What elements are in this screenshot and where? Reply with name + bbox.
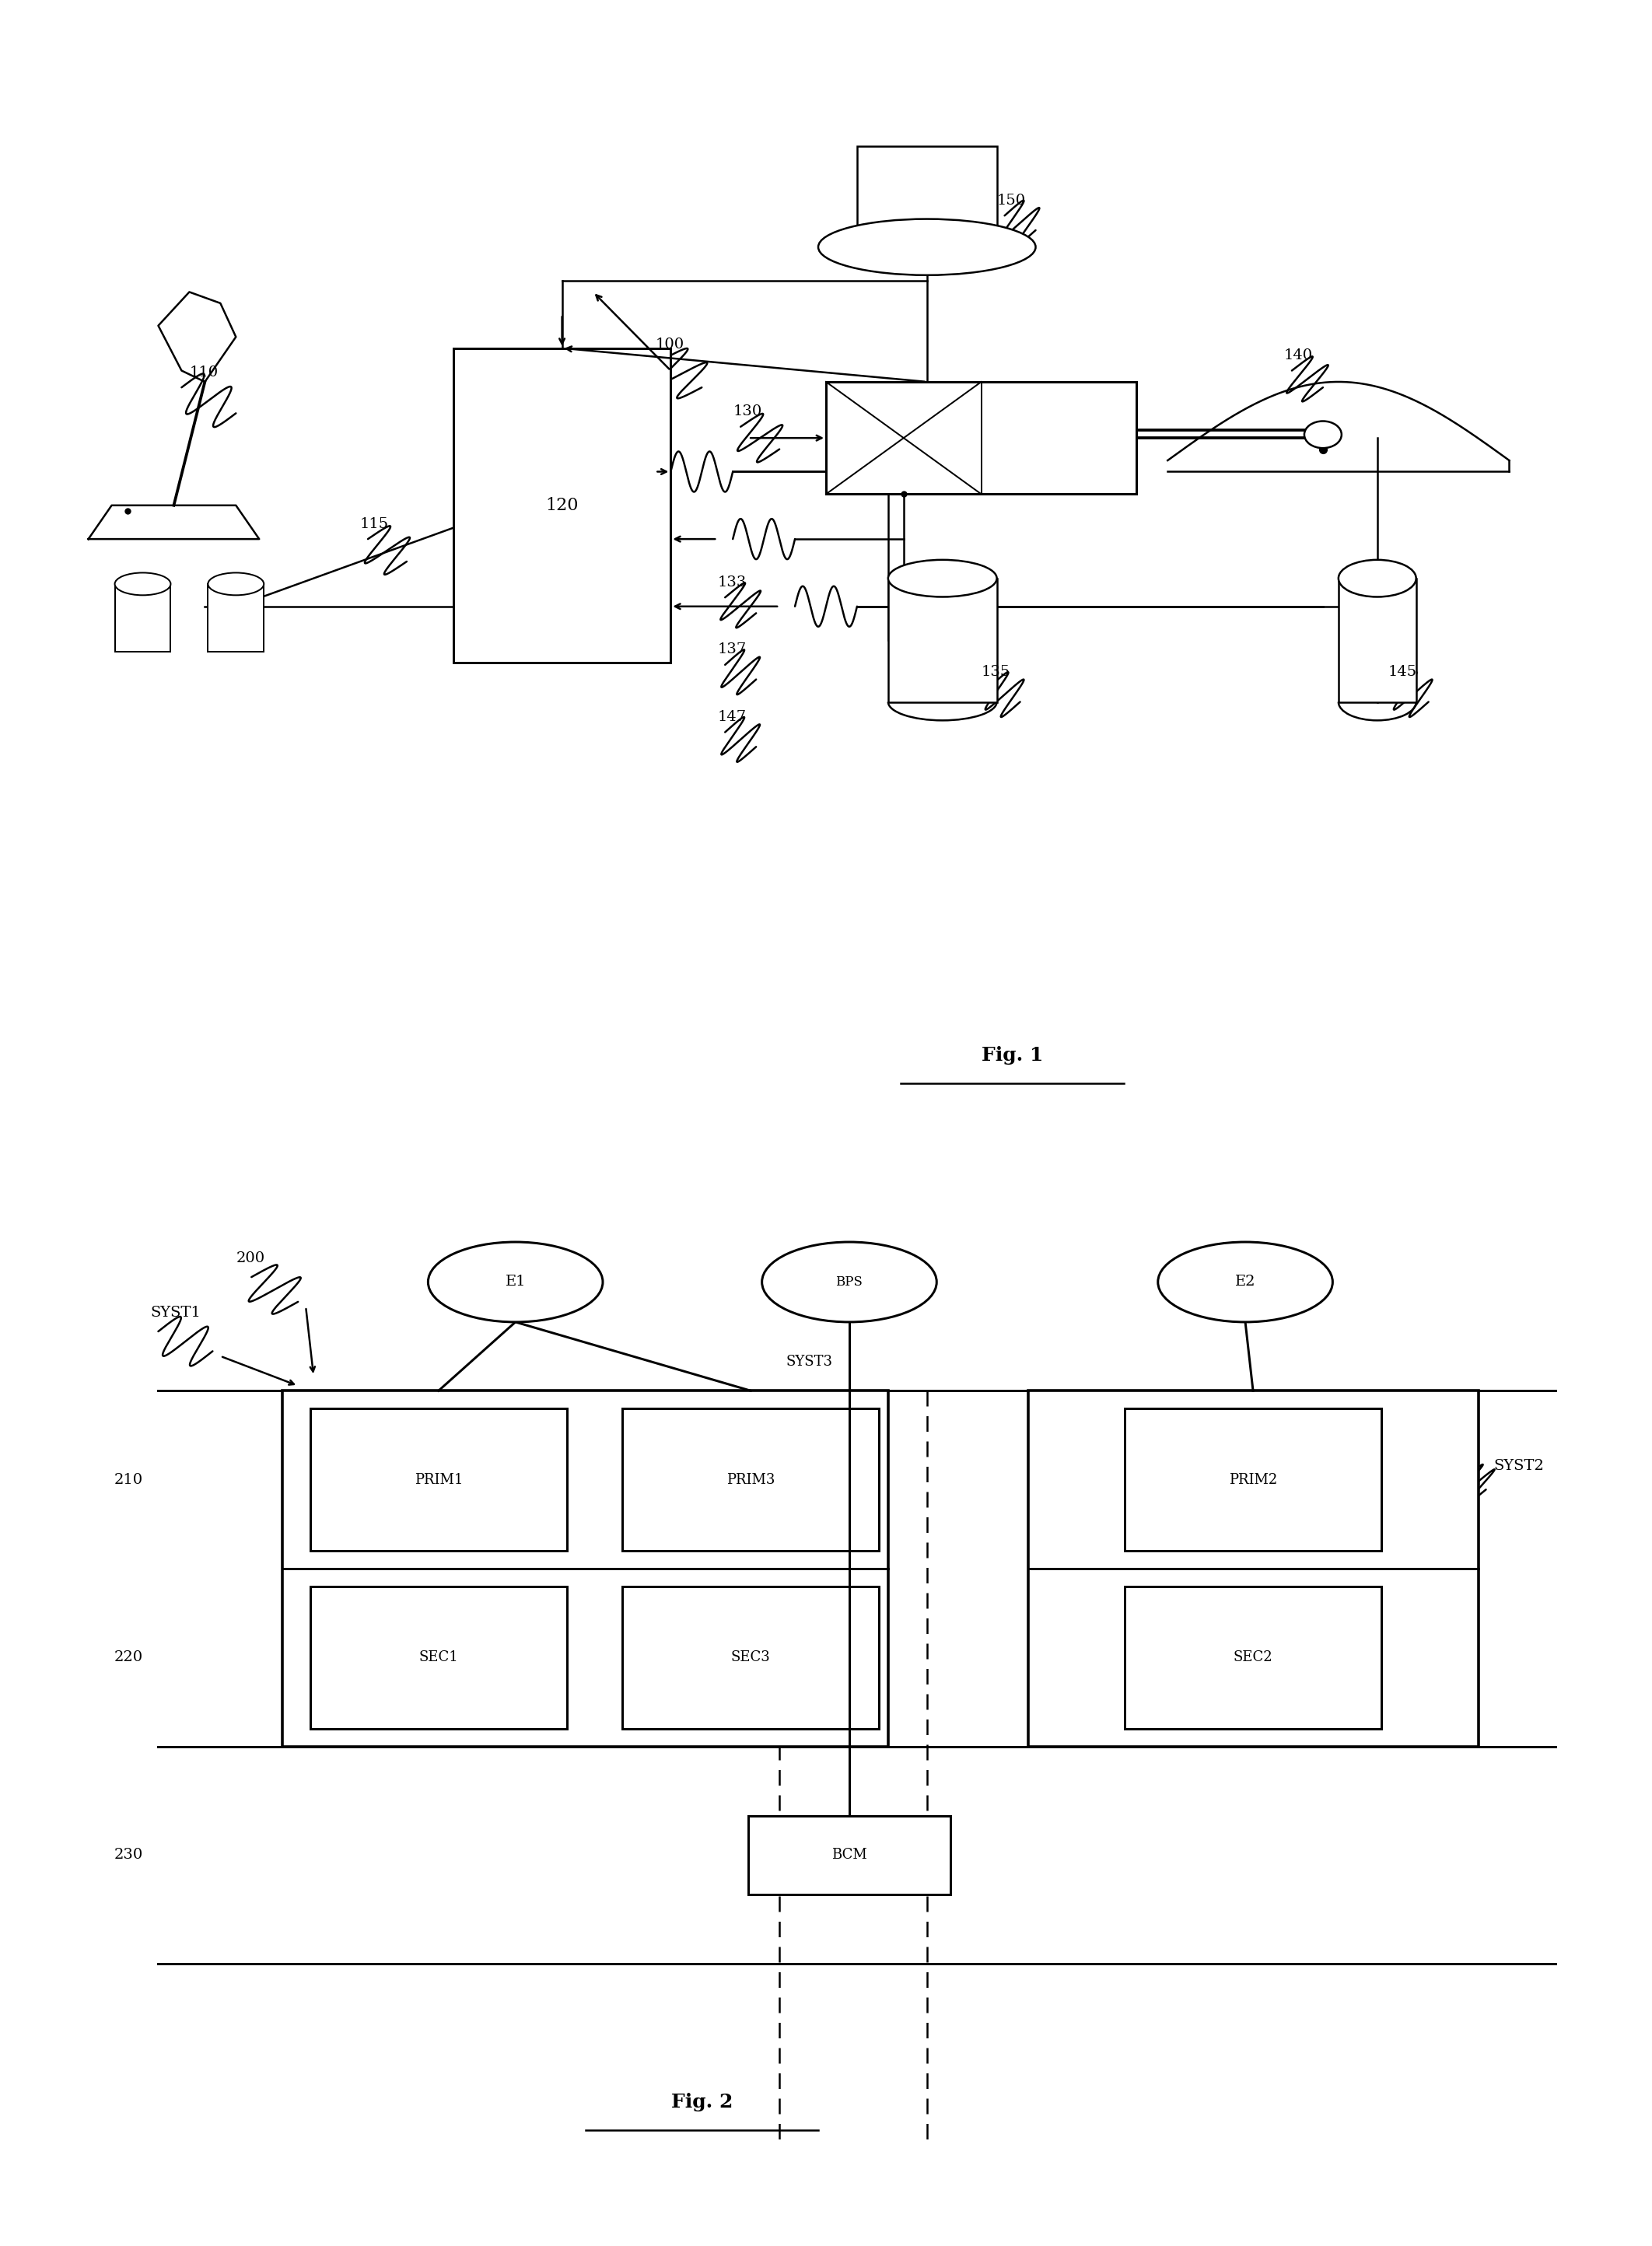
Text: 100: 100 — [656, 337, 684, 350]
Ellipse shape — [208, 573, 264, 595]
Ellipse shape — [762, 1242, 937, 1323]
Text: BCM: BCM — [831, 1848, 867, 1862]
Text: SEC3: SEC3 — [730, 1651, 770, 1664]
Bar — [1338, 577, 1416, 701]
Ellipse shape — [1158, 1242, 1333, 1323]
Text: 150: 150 — [996, 193, 1026, 207]
Text: 115: 115 — [360, 517, 388, 530]
Bar — [282, 1390, 889, 1747]
Text: 210: 210 — [114, 1473, 142, 1487]
Circle shape — [1305, 422, 1341, 449]
Bar — [114, 584, 170, 651]
Text: 137: 137 — [717, 642, 747, 656]
Text: PRIM1: PRIM1 — [415, 1473, 463, 1487]
Text: SEC1: SEC1 — [420, 1651, 458, 1664]
Text: 120: 120 — [545, 496, 578, 514]
Ellipse shape — [889, 559, 996, 597]
Bar — [453, 348, 671, 663]
Text: 200: 200 — [236, 1251, 264, 1264]
Ellipse shape — [818, 218, 1036, 276]
Bar — [311, 1586, 567, 1729]
Bar — [623, 1408, 879, 1550]
Bar — [208, 584, 264, 651]
Text: SEC2: SEC2 — [1234, 1651, 1272, 1664]
Bar — [826, 382, 1137, 494]
Text: 147: 147 — [717, 710, 747, 723]
Text: E2: E2 — [1236, 1276, 1256, 1289]
Bar — [1125, 1586, 1381, 1729]
Text: SYST1: SYST1 — [150, 1305, 202, 1321]
Text: E1: E1 — [506, 1276, 525, 1289]
Text: 133: 133 — [717, 575, 747, 588]
Text: 110: 110 — [190, 366, 218, 380]
Bar — [889, 577, 996, 701]
Bar — [857, 146, 996, 247]
Bar — [1125, 1408, 1381, 1550]
Text: SYST2: SYST2 — [1493, 1460, 1545, 1473]
Text: Fig. 2: Fig. 2 — [671, 2093, 732, 2111]
Text: BPS: BPS — [836, 1276, 862, 1289]
Polygon shape — [88, 505, 259, 539]
Text: 220: 220 — [114, 1651, 142, 1664]
Bar — [748, 1815, 950, 1896]
Text: SYST3: SYST3 — [786, 1354, 833, 1370]
Text: PRIM2: PRIM2 — [1229, 1473, 1277, 1487]
Bar — [623, 1586, 879, 1729]
Text: 230: 230 — [114, 1848, 142, 1862]
Text: PRIM3: PRIM3 — [727, 1473, 775, 1487]
Text: 140: 140 — [1284, 348, 1313, 362]
Ellipse shape — [114, 573, 170, 595]
Text: 145: 145 — [1388, 665, 1417, 678]
Text: 130: 130 — [733, 404, 762, 418]
Text: 135: 135 — [981, 665, 1011, 678]
Bar — [311, 1408, 567, 1550]
Bar — [1028, 1390, 1479, 1747]
Text: Fig. 1: Fig. 1 — [981, 1047, 1042, 1065]
Ellipse shape — [428, 1242, 603, 1323]
Ellipse shape — [1338, 559, 1416, 597]
